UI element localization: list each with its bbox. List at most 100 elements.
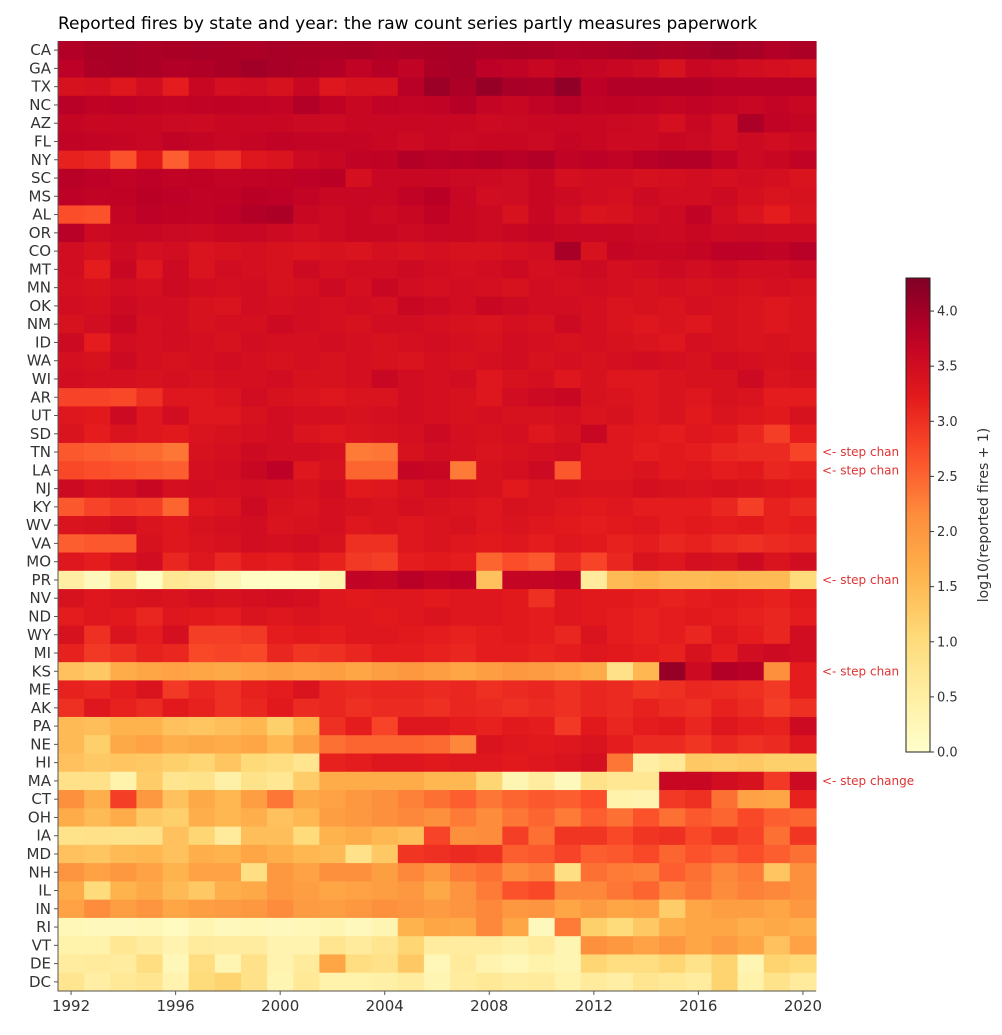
heatmap-cell-tx-2017 [711, 77, 739, 97]
heatmap-cell-nv-2010 [528, 589, 556, 608]
heatmap-cell-al-2016 [685, 205, 713, 225]
y-tick-label-de: DE [30, 955, 51, 973]
heatmap-cell-md-2000 [267, 844, 294, 864]
heatmap-cell-wa-2007 [450, 351, 477, 371]
heatmap-cell-ct-2014 [633, 790, 660, 809]
heatmap-cell-wy-2015 [659, 625, 686, 645]
heatmap-cell-va-2000 [267, 534, 294, 554]
heatmap-cell-il-2006 [423, 881, 451, 901]
heatmap-cell-wi-1995 [136, 369, 164, 389]
heatmap-cell-in-1995 [136, 899, 164, 919]
x-tick-label-2016: 2016 [679, 997, 717, 1015]
heatmap-cell-oh-2020 [789, 808, 817, 828]
heatmap-cell-ms-2018 [737, 187, 765, 207]
heatmap-cell-wa-2012 [580, 351, 608, 371]
heatmap-cell-nv-2014 [633, 589, 660, 608]
heatmap-cell-co-2020 [789, 241, 817, 261]
heatmap-cell-mn-1993 [84, 278, 111, 298]
heatmap-cell-fl-1995 [136, 132, 164, 152]
heatmap-cell-ak-1995 [136, 698, 164, 718]
heatmap-cell-vt-1995 [136, 936, 164, 956]
heatmap-cell-sc-2009 [502, 168, 530, 188]
heatmap-cell-pr-2019 [763, 570, 791, 590]
heatmap-cell-tx-1996 [162, 77, 190, 97]
heatmap-cell-al-2018 [737, 205, 765, 225]
heatmap-cell-wa-2006 [423, 351, 451, 371]
heatmap-cell-wv-1995 [136, 516, 164, 535]
heatmap-cell-wy-2019 [763, 625, 791, 645]
heatmap-cell-wi-2005 [397, 369, 425, 389]
heatmap-cell-ma-2018 [737, 771, 765, 791]
heatmap-cell-ia-2005 [397, 826, 425, 846]
heatmap-cell-al-2013 [606, 205, 634, 225]
heatmap-cell-co-2017 [711, 241, 739, 261]
heatmap-cell-nh-2018 [737, 863, 765, 882]
heatmap-cell-ne-2005 [397, 735, 425, 755]
heatmap-cell-az-2000 [267, 114, 294, 133]
heatmap-cell-ms-2002 [319, 187, 347, 207]
heatmap-cell-ne-2004 [371, 735, 399, 755]
heatmap-cell-ar-2019 [763, 388, 791, 407]
heatmap-cell-ca-1993 [84, 41, 111, 60]
colorbar-tick-label-1.5: 1.5 [937, 580, 958, 595]
heatmap-cell-mt-2005 [397, 260, 425, 280]
heatmap-cell-oh-2019 [763, 808, 791, 828]
heatmap-cell-md-2009 [502, 844, 530, 864]
heatmap-cell-ks-2015 [659, 662, 686, 682]
heatmap-cell-ky-1996 [162, 497, 190, 517]
colorbar: 0.00.51.01.52.02.53.03.54.0log10(reporte… [905, 277, 992, 761]
heatmap-cell-sc-2018 [737, 168, 765, 188]
heatmap-cell-mt-1998 [214, 260, 242, 280]
heatmap-cell-nv-1993 [84, 589, 111, 608]
heatmap-cell-md-2018 [737, 844, 765, 864]
heatmap-cell-az-2001 [293, 114, 320, 133]
heatmap-cell-ct-2020 [789, 790, 817, 809]
heatmap-cell-tx-2020 [789, 77, 817, 97]
heatmap-cell-in-2007 [450, 899, 477, 919]
heatmap-cell-mo-2020 [789, 552, 817, 572]
heatmap-cell-ms-2011 [554, 187, 582, 207]
heatmap-cell-nc-1997 [188, 95, 216, 115]
heatmap-cell-tx-1993 [84, 77, 111, 97]
heatmap-cell-or-2013 [606, 223, 634, 243]
heatmap-cell-al-2000 [267, 205, 294, 225]
heatmap-cell-tn-2020 [789, 442, 817, 462]
heatmap-cell-tx-2015 [659, 77, 686, 97]
heatmap-cell-in-2008 [476, 899, 503, 919]
heatmap-cell-or-2012 [580, 223, 608, 243]
heatmap-cell-la-2015 [659, 461, 686, 481]
heatmap-cell-ny-2016 [685, 150, 713, 170]
heatmap-cell-me-2019 [763, 680, 791, 700]
heatmap-cell-wy-2007 [450, 625, 477, 645]
heatmap-cell-ms-2005 [397, 187, 425, 207]
heatmap-cell-me-2012 [580, 680, 608, 700]
heatmap-cell-il-2019 [763, 881, 791, 901]
heatmap-cell-mi-2013 [606, 643, 634, 663]
heatmap-cell-il-1997 [188, 881, 216, 901]
heatmap-cell-dc-1998 [214, 972, 242, 992]
heatmap-cell-tn-1993 [84, 442, 111, 462]
heatmap-cell-ok-2000 [267, 296, 294, 316]
heatmap-cell-or-2004 [371, 223, 399, 243]
heatmap-cell-mi-2008 [476, 643, 503, 663]
heatmap-cell-nm-2012 [580, 315, 608, 334]
heatmap-cell-az-2016 [685, 114, 713, 133]
heatmap-cell-az-2008 [476, 114, 503, 133]
heatmap-cell-al-1999 [240, 205, 268, 225]
heatmap-cell-ri-2008 [476, 917, 503, 937]
heatmap-cell-tn-1997 [188, 442, 216, 462]
heatmap-cell-ut-2019 [763, 406, 791, 426]
heatmap-cell-al-1995 [136, 205, 164, 225]
heatmap-cell-nh-2009 [502, 863, 530, 882]
heatmap-cell-ri-2006 [423, 917, 451, 937]
heatmap-cell-me-2010 [528, 680, 556, 700]
heatmap-cell-az-2018 [737, 114, 765, 133]
heatmap-cell-oh-1993 [84, 808, 111, 828]
heatmap-cell-nj-2010 [528, 479, 556, 499]
heatmap-cell-al-1993 [84, 205, 111, 225]
heatmap-cell-hi-2020 [789, 753, 817, 773]
colorbar-tick-label-2.0: 2.0 [937, 525, 958, 540]
heatmap-cell-mn-2002 [319, 278, 347, 298]
heatmap-cell-ky-2000 [267, 497, 294, 517]
heatmap-cell-dc-1997 [188, 972, 216, 992]
